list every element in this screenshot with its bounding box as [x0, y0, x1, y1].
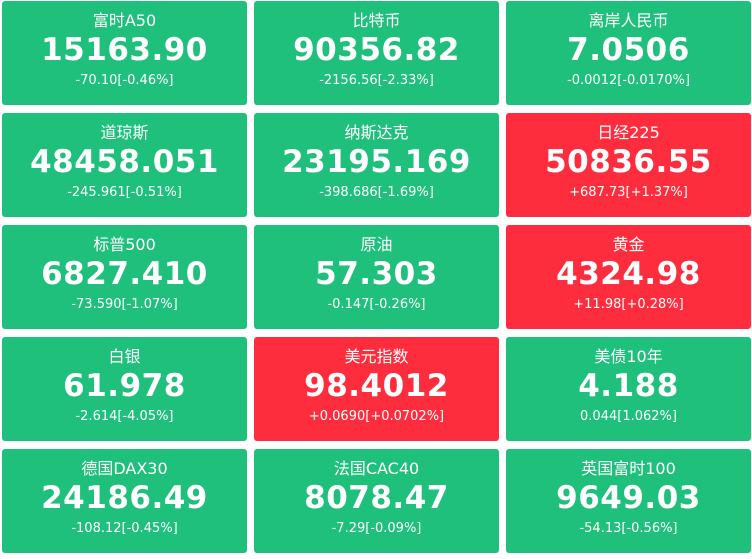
index-name: 德国DAX30	[81, 459, 168, 478]
index-change: -2.614[-4.05%]	[75, 409, 174, 424]
index-value: 9649.03	[556, 480, 701, 516]
index-change: -0.147[-0.26%]	[327, 297, 426, 312]
index-tile-dax30[interactable]: 德国DAX30 24186.49 -108.12[-0.45%]	[2, 449, 247, 553]
index-change: -398.686[-1.69%]	[319, 185, 434, 200]
index-tile-gold[interactable]: 黄金 4324.98 +11.98[+0.28%]	[506, 225, 751, 329]
index-name: 美元指数	[344, 347, 409, 366]
index-change: +11.98[+0.28%]	[573, 297, 684, 312]
index-name: 黄金	[612, 235, 645, 254]
index-value: 57.303	[315, 256, 438, 292]
index-change: 0.044[1.062%]	[580, 409, 677, 424]
index-change: -73.590[-1.07%]	[71, 297, 178, 312]
index-tile-silver[interactable]: 白银 61.978 -2.614[-4.05%]	[2, 337, 247, 441]
index-name: 标普500	[93, 235, 156, 254]
index-tile-dow-jones[interactable]: 道琼斯 48458.051 -245.961[-0.51%]	[2, 113, 247, 217]
index-value: 4324.98	[556, 256, 701, 292]
index-tile-ftse-a50[interactable]: 富时A50 15163.90 -70.10[-0.46%]	[2, 1, 247, 105]
index-tile-nasdaq[interactable]: 纳斯达克 23195.169 -398.686[-1.69%]	[254, 113, 499, 217]
index-name: 白银	[108, 347, 141, 366]
index-change: -7.29[-0.09%]	[331, 521, 422, 536]
index-value: 7.0506	[567, 32, 690, 68]
index-name: 原油	[360, 235, 393, 254]
index-change: +0.0690[+0.0702%]	[308, 409, 445, 424]
index-name: 纳斯达克	[344, 123, 409, 142]
index-value: 98.4012	[304, 368, 449, 404]
index-value: 6827.410	[41, 256, 208, 292]
index-tile-us-10y-treasury[interactable]: 美债10年 4.188 0.044[1.062%]	[506, 337, 751, 441]
index-name: 英国富时100	[581, 459, 676, 478]
index-value: 61.978	[63, 368, 186, 404]
index-name: 离岸人民币	[588, 11, 669, 30]
index-tile-crude-oil[interactable]: 原油 57.303 -0.147[-0.26%]	[254, 225, 499, 329]
index-name: 比特币	[352, 11, 401, 30]
index-tile-ftse-100[interactable]: 英国富时100 9649.03 -54.13[-0.56%]	[506, 449, 751, 553]
index-value: 4.188	[578, 368, 679, 404]
index-tile-sp500[interactable]: 标普500 6827.410 -73.590[-1.07%]	[2, 225, 247, 329]
index-change: -108.12[-0.45%]	[71, 521, 178, 536]
index-value: 15163.90	[41, 32, 208, 68]
index-value: 90356.82	[293, 32, 460, 68]
index-change: -245.961[-0.51%]	[67, 185, 182, 200]
index-value: 8078.47	[304, 480, 449, 516]
index-value: 50836.55	[545, 144, 712, 180]
index-change: -2156.56[-2.33%]	[319, 73, 434, 88]
index-change: -0.0012[-0.0170%]	[567, 73, 690, 88]
index-name: 道琼斯	[100, 123, 149, 142]
index-value: 48458.051	[30, 144, 219, 180]
index-name: 日经225	[597, 123, 660, 142]
index-tile-bitcoin[interactable]: 比特币 90356.82 -2156.56[-2.33%]	[254, 1, 499, 105]
index-change: +687.73[+1.37%]	[569, 185, 688, 200]
index-change: -54.13[-0.56%]	[579, 521, 678, 536]
index-value: 23195.169	[282, 144, 471, 180]
index-tile-nikkei-225[interactable]: 日经225 50836.55 +687.73[+1.37%]	[506, 113, 751, 217]
index-name: 美债10年	[594, 347, 663, 366]
index-name: 富时A50	[92, 11, 157, 30]
index-tile-cac40[interactable]: 法国CAC40 8078.47 -7.29[-0.09%]	[254, 449, 499, 553]
index-tile-offshore-rmb[interactable]: 离岸人民币 7.0506 -0.0012[-0.0170%]	[506, 1, 751, 105]
index-value: 24186.49	[41, 480, 208, 516]
index-tile-dollar-index[interactable]: 美元指数 98.4012 +0.0690[+0.0702%]	[254, 337, 499, 441]
index-name: 法国CAC40	[333, 459, 420, 478]
index-change: -70.10[-0.46%]	[75, 73, 174, 88]
